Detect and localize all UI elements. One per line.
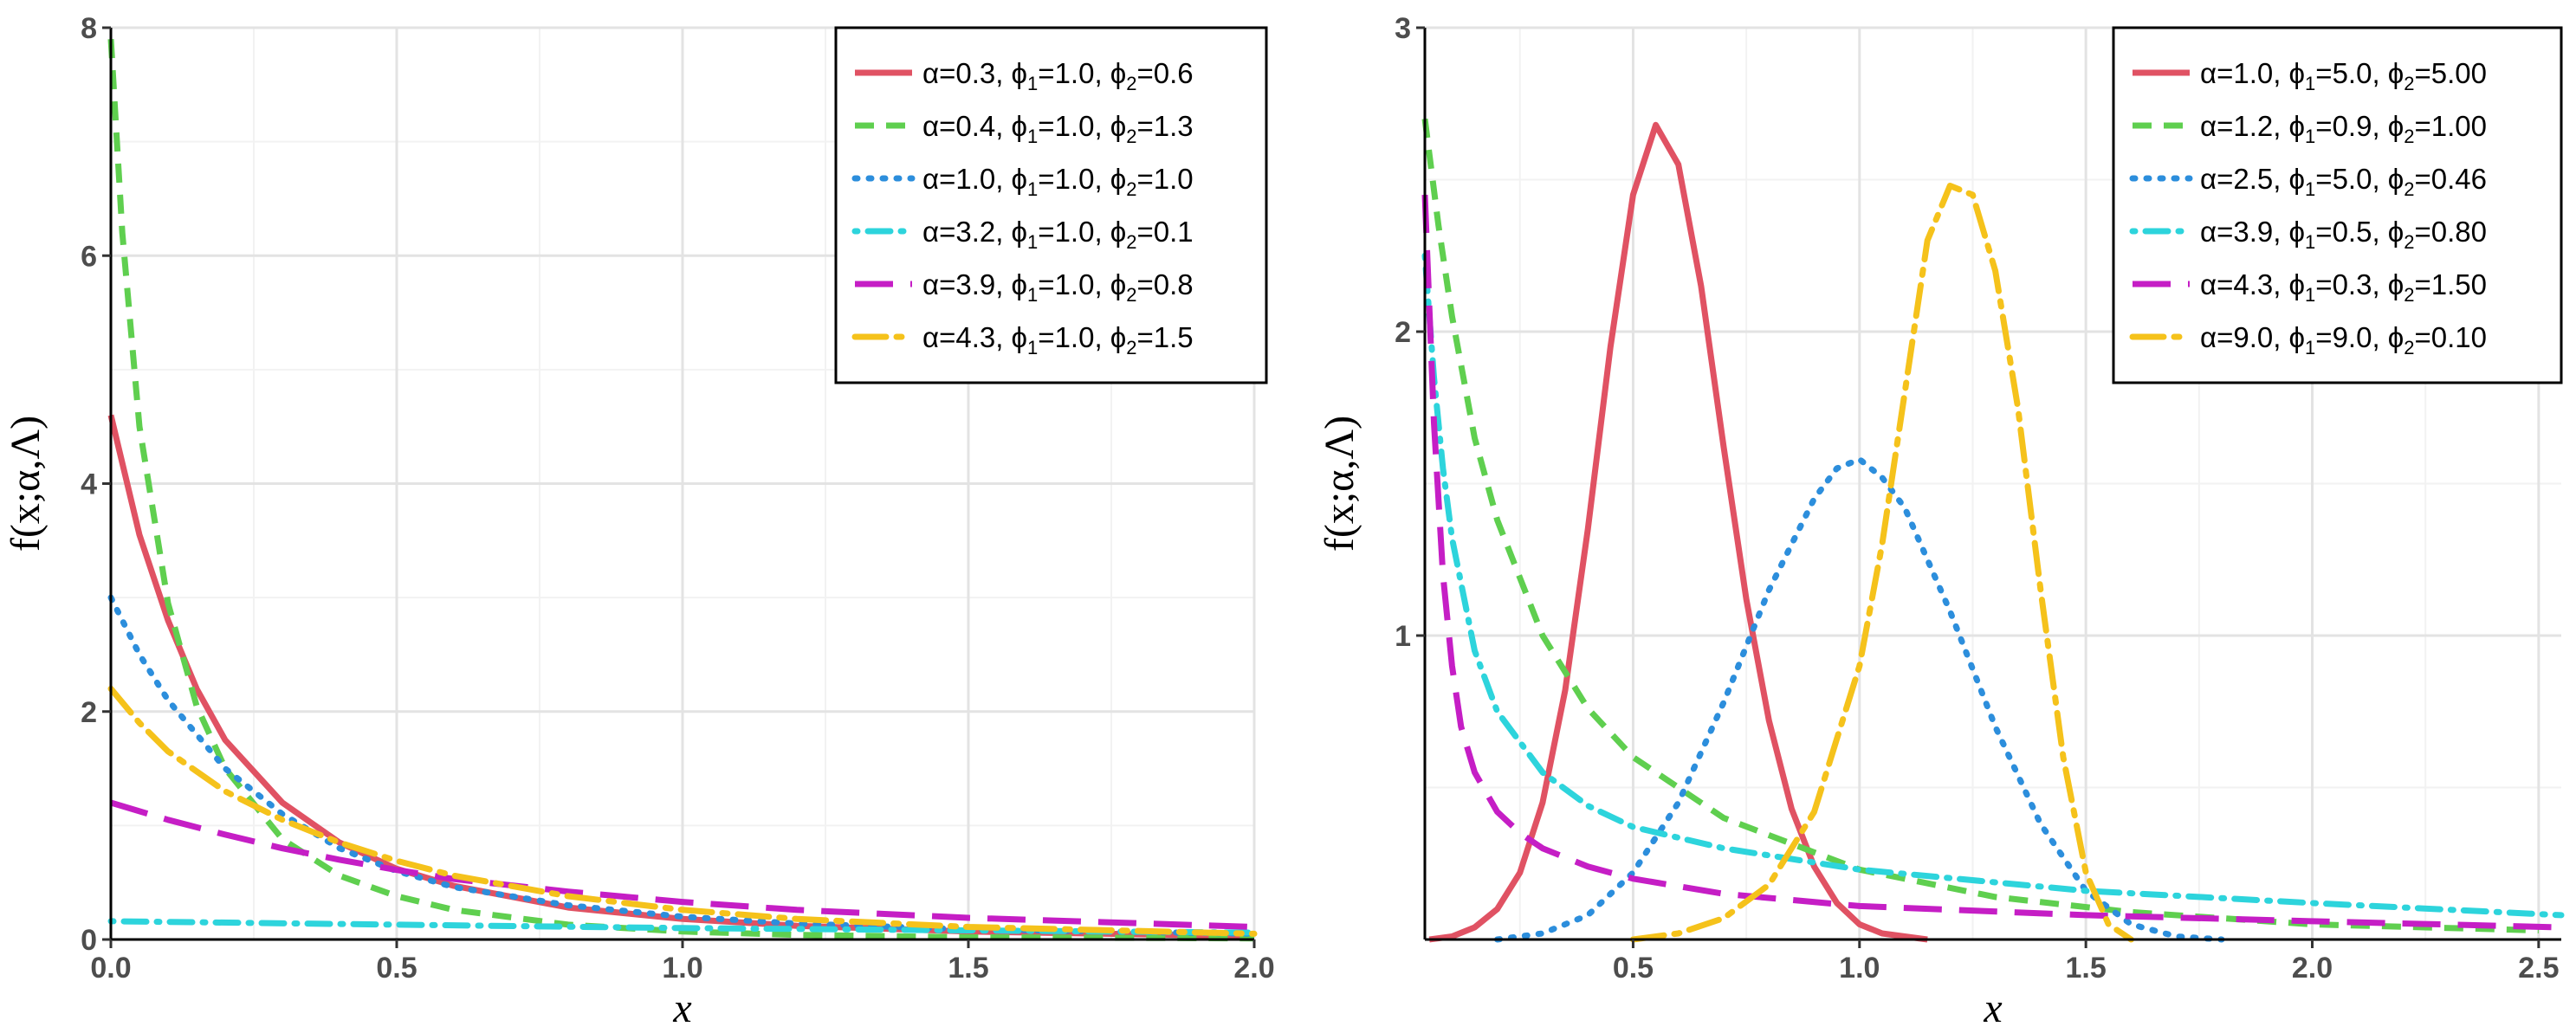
legend-box (834, 26, 1268, 384)
legend-label-3: α=2.5, ϕ1=5.0, ϕ2=0.46 (2200, 163, 2487, 200)
legend-box (2112, 26, 2563, 384)
legend-label-4: α=3.9, ϕ1=0.5, ϕ2=0.80 (2200, 216, 2487, 253)
y-tick-label: 1 (1395, 620, 1411, 653)
legend-label-5: α=4.3, ϕ1=0.3, ϕ2=1.50 (2200, 268, 2487, 306)
series-line-5 (1421, 194, 2562, 931)
legend-label-5: α=3.9, ϕ1=1.0, ϕ2=0.8 (922, 268, 1194, 306)
axes: 0.0 0.5 1.0 1.5 2.0 0 2 4 6 8 (81, 12, 1275, 985)
right-density-plot: 0.5 1.0 1.5 2.0 2.5 1 2 3 x f(x;α,Λ) α=1.0, ϕ1=5.0… (1317, 12, 2565, 1031)
series-line-2 (107, 38, 1255, 942)
x-tick-label: 0.5 (1613, 952, 1654, 985)
series-lines (1421, 118, 2565, 943)
legend-label-2: α=1.2, ϕ1=0.9, ϕ2=1.00 (2200, 110, 2487, 147)
legend: α=1.0, ϕ1=5.0, ϕ2=5.00 α=1.2, ϕ1=0.9, ϕ2=… (2112, 26, 2563, 384)
series-line-6 (107, 685, 1258, 937)
y-axis-title: f(x;α,Λ) (1317, 416, 1362, 552)
legend-label-6: α=4.3, ϕ1=1.0, ϕ2=1.5 (922, 321, 1194, 358)
x-tick-label: 2.0 (2292, 952, 2333, 985)
series-line-1 (1428, 121, 1928, 943)
axes: 0.5 1.0 1.5 2.0 2.5 1 2 3 (1395, 12, 2561, 985)
left-density-plot: 0.0 0.5 1.0 1.5 2.0 0 2 4 6 8 x f(x;α,Λ) α=0.3, ϕ1=1… (3, 12, 1275, 1031)
series-line-4 (1421, 252, 2565, 919)
y-tick-label: 3 (1395, 12, 1411, 45)
x-tick-label: 2.0 (1233, 952, 1274, 985)
x-tick-label: 1.5 (2066, 952, 2107, 985)
y-tick-label: 0 (81, 924, 97, 957)
x-axis-title: x (672, 985, 691, 1031)
x-tick-label: 0.5 (376, 952, 417, 985)
series-line-5 (109, 799, 1255, 930)
legend-label-2: α=0.4, ϕ1=1.0, ϕ2=1.3 (922, 110, 1194, 147)
series-line-2 (1421, 118, 2539, 933)
legend-label-4: α=3.2, ϕ1=1.0, ϕ2=0.1 (922, 216, 1194, 253)
x-tick-label: 0.0 (90, 952, 131, 985)
x-axis-title: x (1983, 985, 2002, 1031)
x-tick-label: 1.5 (948, 952, 988, 985)
y-tick-label: 6 (81, 240, 97, 273)
legend-label-1: α=0.3, ϕ1=1.0, ϕ2=0.6 (922, 57, 1194, 94)
x-tick-label: 1.0 (662, 952, 702, 985)
y-tick-label: 2 (81, 696, 97, 729)
legend-label-6: α=9.0, ϕ1=9.0, ϕ2=0.10 (2200, 321, 2487, 358)
series-line-6 (1629, 183, 2134, 943)
y-tick-label: 2 (1395, 316, 1411, 349)
legend-label-1: α=1.0, ϕ1=5.0, ϕ2=5.00 (2200, 57, 2487, 94)
y-tick-label: 4 (81, 468, 97, 501)
legend: α=0.3, ϕ1=1.0, ϕ2=0.6 α=0.4, ϕ1=1.0, ϕ2=1… (834, 26, 1268, 384)
y-axis-title: f(x;α,Λ) (3, 416, 49, 552)
x-tick-label: 1.0 (1839, 952, 1880, 985)
x-tick-label: 2.5 (2518, 952, 2559, 985)
legend-label-3: α=1.0, ϕ1=1.0, ϕ2=1.0 (922, 163, 1194, 200)
series-lines (107, 38, 1258, 942)
y-tick-label: 8 (81, 12, 97, 45)
